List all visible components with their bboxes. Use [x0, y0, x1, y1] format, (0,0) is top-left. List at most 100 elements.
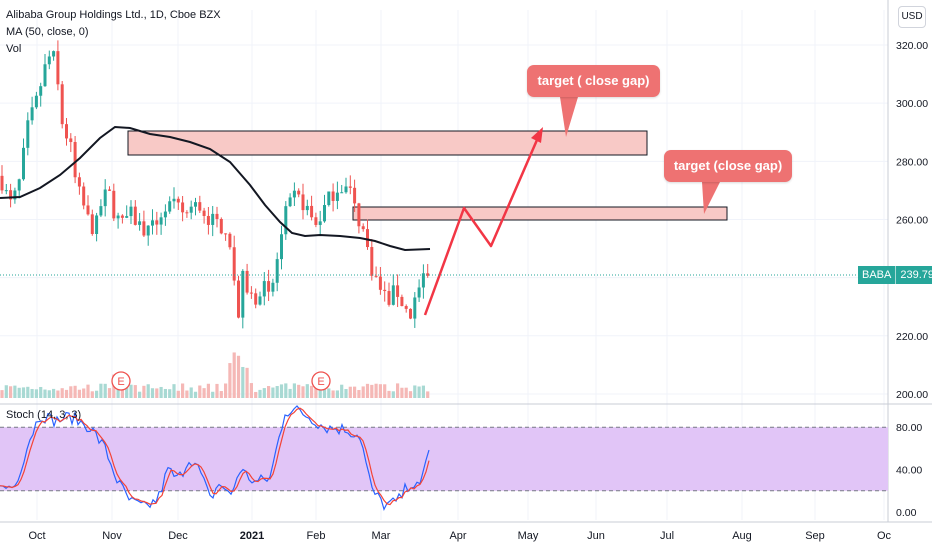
- candle-body: [237, 280, 240, 318]
- candle-body: [155, 220, 159, 225]
- projection-line: [423, 132, 542, 316]
- candle-body: [116, 215, 120, 219]
- volume-bar: [206, 383, 210, 398]
- volume-bar: [26, 386, 30, 398]
- candle-body: [396, 285, 400, 297]
- volume-bar: [219, 391, 223, 398]
- candle-body: [323, 205, 326, 222]
- candle-body: [267, 281, 271, 292]
- volume-bar: [344, 389, 348, 398]
- candle-body: [241, 270, 245, 318]
- volume-bar: [297, 384, 301, 398]
- candle-body: [318, 221, 322, 225]
- time-tick-label: Oc: [877, 530, 892, 542]
- volume-bar: [408, 391, 413, 398]
- volume-bar: [387, 390, 391, 398]
- candle-body: [65, 124, 68, 139]
- volume-bar: [400, 387, 404, 398]
- volume-bar: [310, 385, 314, 398]
- candle-body: [112, 190, 116, 219]
- candle-body: [43, 64, 47, 87]
- candle-body: [353, 187, 357, 204]
- candle-body: [103, 189, 107, 207]
- volume-bar: [314, 386, 318, 398]
- candle-body: [413, 297, 417, 319]
- candle-body: [421, 273, 425, 288]
- volume-bar: [348, 386, 352, 398]
- volume-bar: [340, 384, 344, 398]
- candle-body: [47, 56, 51, 65]
- earnings-marker: [311, 371, 331, 391]
- candle-body: [292, 190, 296, 198]
- volume-bar: [279, 384, 284, 398]
- candle-body: [228, 233, 232, 248]
- candle-body: [17, 179, 21, 191]
- candle-body: [271, 282, 275, 292]
- volume-bar: [245, 367, 249, 398]
- volume-bar: [353, 386, 357, 398]
- candle-body: [409, 308, 412, 319]
- candle-body: [4, 190, 8, 192]
- candle-body: [297, 190, 301, 195]
- time-tick-label: Nov: [102, 530, 122, 542]
- candle-body: [133, 206, 137, 225]
- stoch-d-line: [0, 407, 430, 506]
- candle-body: [52, 51, 56, 57]
- volume-bar: [30, 388, 34, 398]
- volume-bar: [73, 385, 77, 398]
- candle-body: [138, 221, 142, 225]
- volume-bar: [327, 388, 331, 398]
- volume-bar: [391, 391, 395, 398]
- vol-legend: Vol: [6, 43, 22, 55]
- candle-body: [314, 217, 318, 225]
- candle-body: [60, 84, 64, 125]
- volume-bar: [202, 388, 206, 398]
- volume-bar: [138, 391, 142, 398]
- price-tick-label: 260.00: [896, 214, 928, 226]
- candle-body: [189, 206, 193, 213]
- volume-bar: [284, 383, 288, 398]
- volume-bar: [155, 388, 159, 398]
- volume-bar: [426, 391, 430, 398]
- volume-bar: [322, 389, 327, 398]
- volume-bar: [43, 389, 47, 398]
- volume-bar: [146, 384, 150, 398]
- volume-bar: [13, 385, 17, 398]
- stoch-tick-label: 0.00: [896, 507, 917, 519]
- stoch-legend: Stoch (14, 3, 3): [6, 409, 82, 421]
- stoch-tick-label: 80.00: [896, 422, 922, 434]
- volume-bar: [262, 388, 266, 398]
- volume-bar: [383, 384, 387, 398]
- volume-bar: [34, 389, 38, 398]
- candle-body: [219, 218, 223, 234]
- stoch-tick-label: 40.00: [896, 465, 922, 477]
- volume-bar: [56, 390, 60, 398]
- time-tick-label: Jul: [660, 530, 674, 542]
- earnings-marker: [111, 371, 131, 391]
- candle-body: [198, 202, 202, 211]
- currency-button[interactable]: USD: [898, 6, 926, 28]
- time-tick-label: Oct: [28, 530, 45, 542]
- candle-body: [305, 205, 309, 211]
- volume-bar: [335, 390, 339, 398]
- price-tick-label: 220.00: [896, 331, 928, 343]
- candle-body: [245, 270, 249, 293]
- callout-target-2[interactable]: target (close gap): [664, 150, 792, 182]
- volume-bar: [150, 388, 155, 398]
- candle-body: [73, 142, 77, 178]
- candle-body: [181, 202, 185, 213]
- volume-bar: [258, 389, 262, 398]
- gap-zones: [127, 97, 728, 221]
- projection-arrowhead: [531, 127, 543, 143]
- volume-bar: [181, 383, 185, 398]
- volume-bar: [133, 385, 137, 398]
- price-tick-label: 200.00: [896, 389, 928, 401]
- volume-bar: [185, 390, 189, 398]
- candle-body: [176, 198, 180, 203]
- candle-body: [206, 215, 210, 225]
- callout-target-1[interactable]: target ( close gap): [527, 65, 660, 97]
- candle-body: [120, 215, 124, 218]
- volume-bar: [421, 385, 425, 398]
